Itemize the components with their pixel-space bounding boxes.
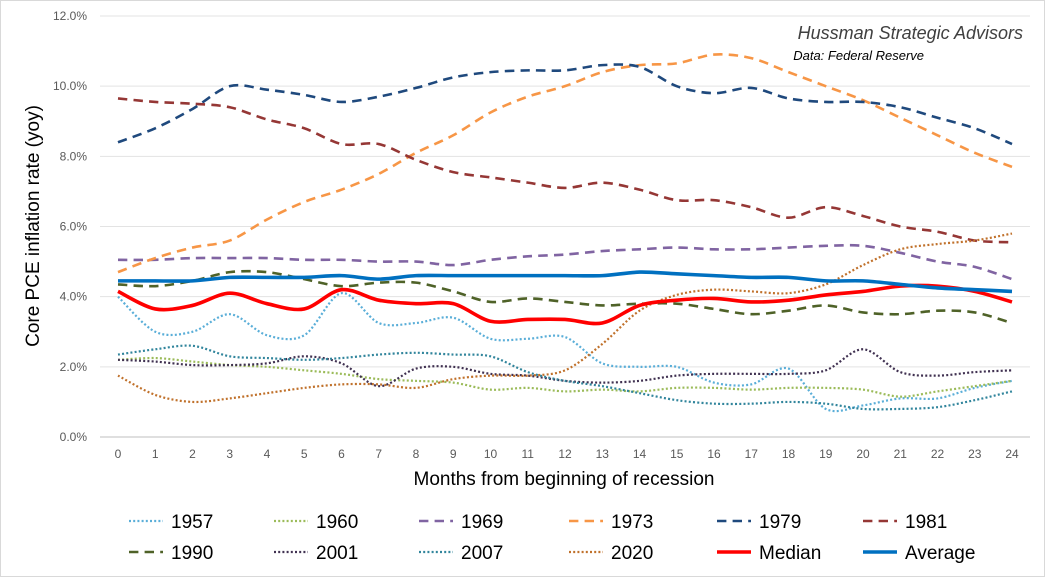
legend-label: Average xyxy=(905,543,975,564)
x-tick-label: 10 xyxy=(484,447,498,461)
legend-item-1979: 1979 xyxy=(717,512,801,533)
series-line-average xyxy=(118,270,1013,294)
x-tick-label: 23 xyxy=(968,447,982,461)
legend-item-1969: 1969 xyxy=(419,512,503,533)
credit-line-1: Hussman Strategic Advisors xyxy=(798,23,1023,43)
x-tick-label: 18 xyxy=(782,447,796,461)
x-tick-label: 5 xyxy=(301,447,308,461)
legend-label: 2001 xyxy=(316,543,358,564)
legend-item-1990: 1990 xyxy=(129,543,213,564)
legend-label: 1960 xyxy=(316,512,358,533)
x-tick-label: 8 xyxy=(413,447,420,461)
x-tick-label: 4 xyxy=(264,447,271,461)
y-tick-label: 0.0% xyxy=(60,430,88,444)
x-tick-label: 11 xyxy=(522,447,535,461)
x-tick-label: 12 xyxy=(558,447,572,461)
x-tick-label: 16 xyxy=(707,447,721,461)
x-tick-label: 7 xyxy=(375,447,382,461)
x-tick-label: 15 xyxy=(670,447,684,461)
x-tick-label: 6 xyxy=(338,447,345,461)
x-tick-label: 3 xyxy=(226,447,233,461)
x-tick-label: 24 xyxy=(1005,447,1019,461)
series-line-2001 xyxy=(117,348,1013,388)
y-tick-label: 10.0% xyxy=(53,79,87,93)
legend: 1957 1960 1969 1973 1979 1981 1990 2001 2007 2020… xyxy=(129,512,975,564)
gridlines xyxy=(100,15,1030,438)
x-tick-label: 2 xyxy=(189,447,196,461)
legend-label: 1969 xyxy=(461,512,503,533)
legend-item-2001: 2001 xyxy=(274,543,358,564)
x-tick-label: 13 xyxy=(596,447,610,461)
legend-item-1960: 1960 xyxy=(274,512,358,533)
series-line-1981 xyxy=(117,97,1013,244)
y-tick-label: 12.0% xyxy=(53,9,87,23)
y-axis-title: Core PCE inflation rate (yoy) xyxy=(23,105,44,347)
x-axis-title: Months from beginning of recession xyxy=(414,469,715,490)
legend-item-1973: 1973 xyxy=(569,512,653,533)
x-tick-label: 19 xyxy=(819,447,833,461)
legend-item-average: Average xyxy=(863,543,975,564)
legend-label: 1981 xyxy=(905,512,947,533)
y-axis-ticks: 0.0% 2.0% 4.0% 6.0% 8.0% 10.0% 12.0% xyxy=(53,9,87,444)
series-line-2007 xyxy=(117,344,1013,411)
legend-label: 1990 xyxy=(171,543,213,564)
legend-item-2020: 2020 xyxy=(569,543,653,564)
x-tick-label: 0 xyxy=(115,447,122,461)
series-line-1990 xyxy=(117,269,1013,325)
series-line-median xyxy=(117,283,1013,326)
x-tick-label: 17 xyxy=(745,447,759,461)
legend-item-median: Median xyxy=(717,543,821,564)
legend-label: 2020 xyxy=(611,543,653,564)
credit-line-2: Data: Federal Reserve xyxy=(793,48,924,63)
series-line-1969 xyxy=(117,243,1013,281)
x-tick-label: 9 xyxy=(450,447,457,461)
legend-label: 1973 xyxy=(611,512,653,533)
series-line-1973 xyxy=(117,53,1013,274)
y-tick-label: 6.0% xyxy=(60,220,88,234)
x-tick-label: 14 xyxy=(633,447,647,461)
legend-label: 1957 xyxy=(171,512,213,533)
x-tick-label: 1 xyxy=(152,447,159,461)
series-line-1979 xyxy=(117,63,1013,146)
series-line-1957 xyxy=(117,292,1013,413)
x-tick-label: 20 xyxy=(856,447,870,461)
legend-item-2007: 2007 xyxy=(419,543,503,564)
y-tick-label: 8.0% xyxy=(60,149,88,163)
legend-item-1957: 1957 xyxy=(129,512,213,533)
x-tick-label: 21 xyxy=(894,447,908,461)
legend-label: 2007 xyxy=(461,543,503,564)
x-tick-label: 22 xyxy=(931,447,945,461)
legend-label: 1979 xyxy=(759,512,801,533)
legend-item-1981: 1981 xyxy=(863,512,947,533)
y-tick-label: 4.0% xyxy=(60,290,88,304)
x-axis-ticks: 0 1 2 3 4 5 6 7 8 9 10 11 12 13 14 15 16 17 18 19 20 21 22 23 24 xyxy=(115,447,1019,461)
legend-label: Median xyxy=(759,543,821,564)
y-tick-label: 2.0% xyxy=(60,360,88,374)
series-line-1960 xyxy=(117,356,1013,398)
series-lines xyxy=(117,53,1013,413)
